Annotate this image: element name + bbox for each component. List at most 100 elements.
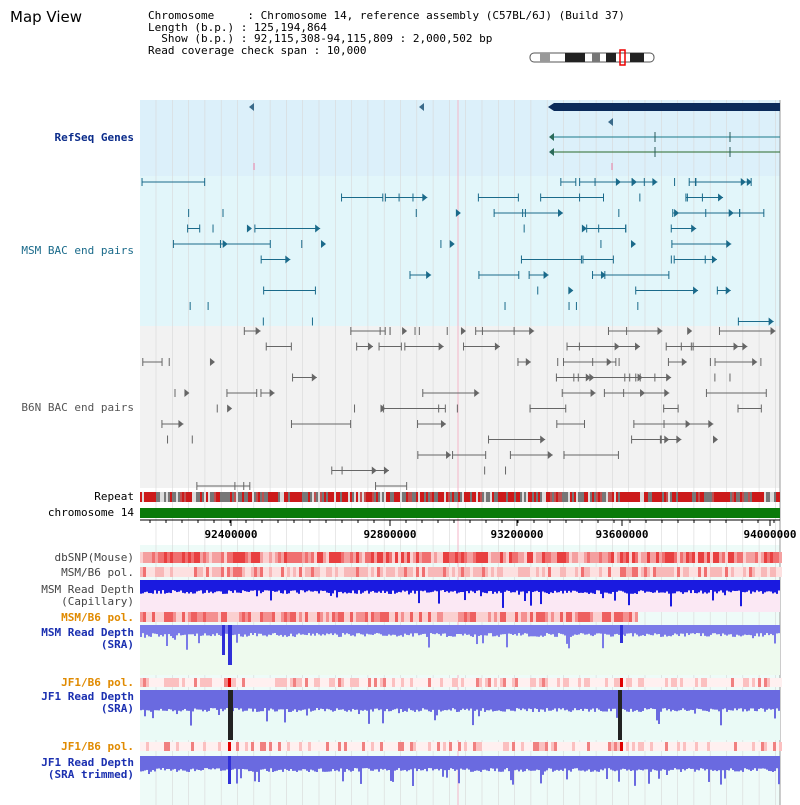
depth-bar	[560, 756, 562, 770]
depth-bar	[700, 625, 702, 637]
repeat-segment	[546, 492, 548, 502]
depth-bar	[638, 580, 640, 592]
heat-cell	[704, 552, 707, 563]
bac-end-arrow	[285, 255, 291, 264]
bac-end-arrow	[693, 286, 699, 295]
heat-tracks[interactable]	[140, 552, 782, 751]
heat-cell	[347, 567, 350, 577]
refseq-gene-features[interactable]	[249, 103, 780, 170]
depth-bar	[360, 580, 362, 594]
heat-cell	[179, 567, 182, 577]
depth-bar	[628, 756, 630, 770]
depth-bar	[356, 580, 358, 594]
depth-bar	[640, 580, 642, 591]
heat-cell	[158, 612, 161, 622]
depth-bar	[282, 580, 284, 594]
depth-bar	[204, 580, 206, 593]
depth-bar	[662, 625, 664, 637]
b6n-bac-features[interactable]	[142, 327, 776, 490]
depth-bar	[268, 756, 270, 772]
heat-cell	[437, 552, 440, 563]
depth-bar	[426, 756, 428, 772]
heat-cell	[677, 567, 680, 577]
depth-bar	[660, 690, 662, 712]
heat-cell	[575, 552, 578, 563]
heat-cell	[548, 742, 551, 751]
repeat-segment	[630, 492, 632, 502]
repeat-segment	[274, 492, 276, 502]
repeat-segment	[500, 492, 502, 502]
heat-cell	[374, 552, 377, 563]
heat-cell	[185, 552, 188, 563]
chromosome-ideogram[interactable]	[529, 49, 655, 66]
heat-cell	[311, 552, 314, 563]
depth-bar	[344, 625, 346, 635]
depth-bar	[604, 690, 606, 712]
depth-bar	[140, 756, 142, 772]
heat-cell	[383, 678, 386, 687]
depth-bar	[522, 690, 524, 709]
heat-cell	[638, 742, 641, 751]
heat-cell	[338, 742, 341, 751]
label-msm-b6-pol: MSM/B6 pol.	[61, 566, 134, 579]
depth-tracks[interactable]	[140, 580, 780, 786]
depth-bar	[570, 625, 572, 637]
heat-cell	[608, 678, 611, 687]
depth-bar	[304, 625, 306, 635]
depth-bar	[598, 756, 600, 772]
heat-cell	[689, 742, 692, 751]
depth-bar	[150, 625, 152, 637]
heat-cell	[617, 742, 620, 751]
heat-cell	[641, 678, 644, 687]
depth-bar	[606, 690, 608, 712]
depth-bar	[696, 625, 698, 634]
depth-bar	[590, 690, 592, 710]
heat-cell	[662, 552, 665, 563]
depth-bar	[274, 756, 276, 772]
depth-bar	[760, 580, 762, 592]
depth-bar	[702, 625, 704, 634]
depth-bar	[154, 690, 156, 711]
heat-cell	[440, 567, 443, 577]
repeat-segment	[730, 492, 732, 502]
depth-bar	[284, 625, 286, 636]
heat-cell	[542, 678, 545, 687]
depth-bar	[232, 580, 234, 593]
heat-cell	[767, 678, 770, 687]
heat-cell	[464, 567, 467, 577]
depth-bar	[530, 625, 532, 637]
heat-cell	[242, 742, 245, 751]
depth-bar	[722, 580, 724, 593]
depth-bar	[410, 580, 412, 593]
heat-cell	[350, 552, 353, 563]
heat-cell	[734, 567, 737, 577]
repeat-track[interactable]	[140, 492, 780, 502]
depth-bar	[436, 690, 438, 716]
depth-bar	[416, 625, 418, 634]
depth-bar	[774, 625, 776, 644]
depth-bar	[388, 625, 390, 635]
depth-bar	[262, 690, 264, 712]
repeat-segment	[474, 492, 476, 502]
heat-cell	[203, 552, 206, 563]
span-value: 10,000	[326, 43, 367, 57]
heat-cell	[407, 567, 410, 577]
repeat-segment	[366, 492, 368, 502]
depth-bar	[366, 580, 368, 591]
msm-bac-features[interactable]	[141, 178, 774, 326]
depth-bar	[262, 625, 264, 636]
heat-cell	[401, 678, 404, 687]
repeat-segment	[710, 492, 712, 502]
heat-cell	[179, 742, 182, 751]
depth-bar	[150, 756, 152, 772]
heat-cell	[332, 612, 335, 622]
repeat-segment	[574, 492, 576, 502]
depth-bar	[188, 690, 190, 711]
heat-cell	[410, 678, 413, 687]
depth-bar	[726, 756, 728, 771]
depth-bar	[542, 756, 544, 775]
depth-bar	[406, 625, 408, 635]
chromosome-bar[interactable]	[140, 508, 780, 518]
depth-bar	[710, 756, 712, 770]
